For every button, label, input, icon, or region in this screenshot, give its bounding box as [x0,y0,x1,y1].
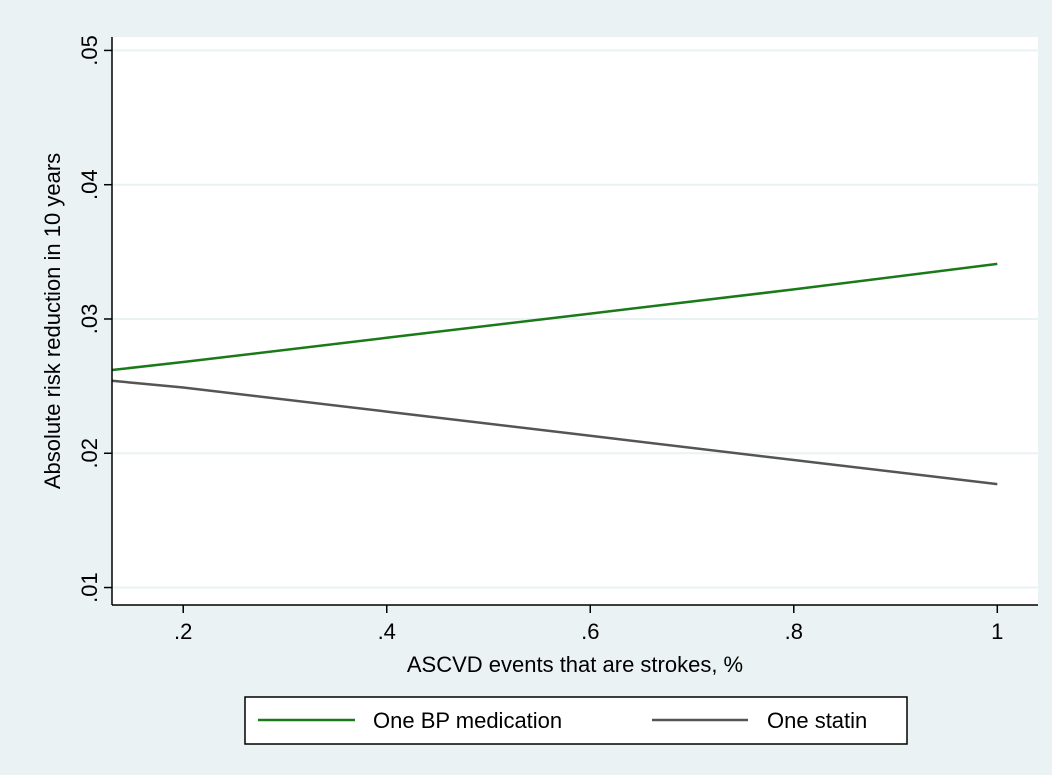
axes [111,37,1038,606]
y-tick-label: .05 [77,35,102,66]
series-lines [111,262,998,486]
x-tick-label: 1 [991,619,1003,644]
y-axis-title: Absolute risk reduction in 10 years [40,153,65,489]
x-tick-label: .6 [581,619,599,644]
gridlines [112,49,1038,589]
series-line-0 [111,262,998,372]
legend: One BP medication One statin [244,696,908,745]
x-tick-label: .4 [378,619,396,644]
legend-label-statin: One statin [767,708,867,733]
y-tick-label: .04 [77,169,102,200]
x-tick-label: .2 [174,619,192,644]
legend-box [244,696,908,745]
plot-area [112,37,1038,605]
series-line-1 [111,379,998,486]
y-ticks: .01 .02 .03 .04 .05 [77,35,112,603]
y-tick-label: .01 [77,572,102,603]
legend-label-bp-medication: One BP medication [373,708,562,733]
x-axis-title: ASCVD events that are strokes, % [407,652,743,677]
x-tick-label: .8 [785,619,803,644]
x-ticks: .2 .4 .6 .8 1 [174,605,1003,644]
y-tick-label: .02 [77,438,102,469]
y-tick-label: .03 [77,304,102,335]
